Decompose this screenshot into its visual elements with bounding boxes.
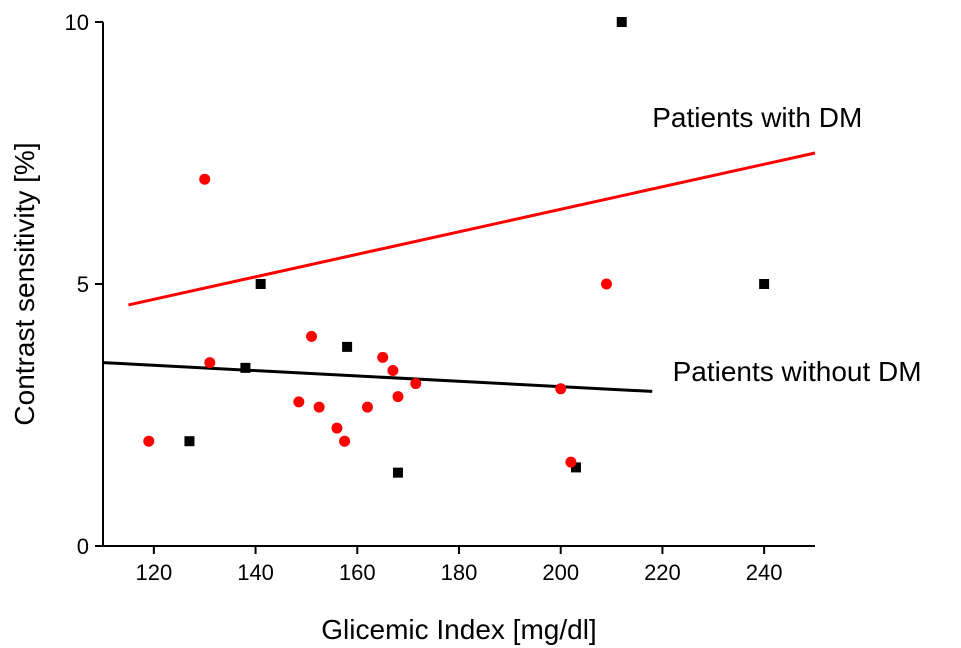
annotation-label-1: Patients with DM [652, 102, 862, 133]
data-point-circle [293, 396, 305, 408]
data-point-square [255, 279, 266, 289]
annotation-label-2: Patients without DM [673, 356, 922, 387]
x-axis-ticks: 120 140 160 180 200 220 240 [135, 546, 783, 585]
fit-line-series-1 [102, 361, 653, 393]
data-point-square [570, 462, 581, 473]
x-tick-label: 180 [441, 560, 478, 585]
x-tick-label: 240 [746, 560, 783, 585]
data-points [143, 17, 770, 478]
data-point-square [759, 279, 770, 289]
x-axis-title: Glicemic Index [mg/dl] [321, 614, 596, 645]
x-tick-label: 220 [644, 560, 681, 585]
y-axis-ticks: 0 5 10 [65, 10, 103, 559]
data-point-circle [392, 391, 404, 403]
data-point-circle [143, 435, 155, 447]
data-point-circle [377, 351, 389, 363]
x-tick-label: 200 [542, 560, 579, 585]
x-tick-label: 120 [135, 560, 172, 585]
data-point-circle [339, 435, 351, 447]
data-point-circle [555, 383, 567, 395]
data-point-circle [600, 278, 612, 290]
data-point-circle [361, 401, 373, 413]
plot-area: 120 140 160 180 200 220 240 0 5 10 Patients with… [65, 10, 922, 585]
x-tick-label: 160 [339, 560, 376, 585]
data-point-circle [387, 364, 399, 376]
x-tick-label: 140 [237, 560, 274, 585]
annotations: Patients with DM Patients without DM [652, 102, 921, 387]
data-point-circle [199, 173, 211, 185]
data-point-circle [331, 422, 343, 434]
data-point-circle [204, 357, 216, 369]
data-point-square [240, 362, 251, 373]
y-axis-title: Contrast sensitivity [%] [9, 142, 40, 425]
data-point-circle [313, 401, 325, 413]
data-point-square [342, 341, 353, 352]
data-point-square [184, 436, 195, 447]
data-point-circle [306, 330, 318, 342]
y-tick-label: 5 [77, 272, 89, 297]
fit-line-series-2 [128, 151, 816, 307]
y-tick-label: 0 [77, 534, 89, 559]
data-point-circle [565, 456, 577, 468]
data-point-square [616, 17, 627, 27]
y-tick-label: 10 [65, 10, 89, 35]
data-point-circle [410, 378, 422, 390]
data-point-square [392, 467, 403, 478]
